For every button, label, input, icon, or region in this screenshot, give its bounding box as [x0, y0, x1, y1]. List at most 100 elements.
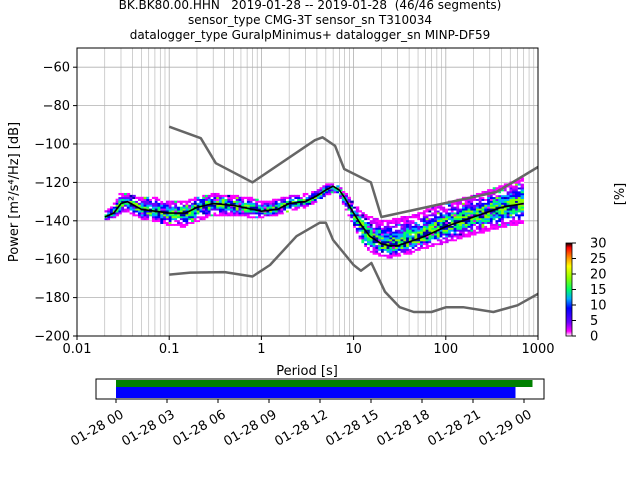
density-cell: [408, 233, 413, 236]
density-cell: [380, 254, 385, 257]
density-cell: [135, 202, 139, 205]
density-cell: [520, 196, 525, 200]
density-cell: [118, 200, 122, 203]
density-cell: [475, 192, 480, 196]
density-cell: [165, 204, 170, 207]
density-cell: [154, 202, 159, 205]
density-cell: [364, 216, 368, 219]
density-cell: [453, 231, 457, 234]
density-cell: [450, 225, 455, 228]
density-cell: [495, 202, 499, 205]
density-cell: [453, 233, 457, 236]
density-cell: [118, 196, 122, 200]
density-cell: [132, 208, 136, 211]
density-cell: [260, 204, 265, 207]
density-cell: [353, 217, 357, 221]
density-cell: [517, 208, 522, 211]
density-cell: [422, 225, 427, 228]
density-cell: [367, 237, 371, 240]
density-cell: [230, 194, 234, 198]
density-cell: [191, 217, 195, 221]
density-cell: [436, 216, 441, 219]
density-cell: [436, 208, 441, 211]
density-cell: [506, 208, 511, 211]
density-cell: [503, 189, 508, 192]
density-cell: [484, 214, 488, 217]
density-cell: [489, 212, 494, 215]
density-cell: [361, 219, 365, 223]
density-cell: [392, 221, 396, 224]
density-cell: [453, 227, 457, 230]
density-cell: [495, 187, 499, 190]
density-cell: [492, 194, 497, 198]
density-cell: [358, 237, 363, 240]
density-cell: [397, 250, 402, 253]
density-cell: [372, 229, 376, 232]
density-cell: [484, 204, 488, 207]
density-cell: [327, 192, 332, 196]
density-cell: [339, 192, 343, 196]
density-cell: [143, 214, 147, 217]
timeline-tick-label: 01-28 21: [425, 407, 483, 449]
density-cell: [361, 235, 365, 238]
density-cell: [121, 210, 125, 213]
density-cell: [255, 210, 259, 213]
density-cell: [341, 200, 346, 203]
density-cell: [364, 223, 368, 226]
density-cell: [104, 210, 108, 213]
density-cell: [408, 248, 413, 251]
density-cell: [512, 189, 516, 192]
density-cell: [386, 256, 390, 259]
density-cell: [216, 212, 220, 215]
density-cell: [375, 235, 379, 238]
density-cell: [364, 225, 368, 228]
density-cell: [255, 216, 259, 219]
density-cell: [202, 196, 206, 200]
y-tick-label: −180: [34, 291, 70, 306]
density-cell: [277, 204, 282, 207]
density-cell: [143, 216, 147, 219]
density-cell: [406, 223, 410, 226]
density-cell: [481, 200, 485, 203]
density-cell: [417, 229, 421, 232]
density-cell: [163, 210, 167, 213]
x-tick-label: 100: [433, 342, 458, 357]
density-cell: [456, 235, 460, 238]
density-cell: [489, 189, 494, 192]
density-cell: [171, 223, 175, 226]
density-cell: [517, 183, 522, 186]
timeline-tick-label: 01-28 00: [68, 407, 126, 449]
density-cell: [168, 206, 173, 209]
density-cell: [126, 210, 131, 213]
density-cell: [400, 216, 404, 219]
density-cell: [420, 214, 424, 217]
density-cell: [149, 216, 153, 219]
density-cell: [124, 198, 128, 201]
density-cell: [380, 231, 385, 234]
density-cell: [386, 254, 390, 257]
density-cell: [420, 216, 424, 219]
density-cell: [456, 225, 460, 228]
density-cell: [434, 210, 438, 213]
colorbar-tick-label: 20: [590, 268, 607, 283]
density-cell: [361, 233, 365, 236]
density-cell: [286, 198, 290, 201]
density-cell: [411, 250, 416, 253]
density-cell: [517, 219, 522, 223]
density-cell: [218, 208, 223, 211]
density-cell: [392, 242, 396, 246]
density-cell: [431, 239, 435, 242]
density-cell: [394, 225, 399, 228]
density-cell: [224, 196, 228, 200]
density-cell: [182, 206, 187, 209]
density-cell: [470, 198, 474, 201]
chart-title-line-2: sensor_type CMG-3T sensor_sn T310034: [187, 13, 433, 27]
density-cell: [378, 225, 382, 228]
density-cell: [244, 202, 248, 205]
density-cell: [179, 216, 184, 219]
x-tick-label: 1: [257, 342, 265, 357]
density-cell: [311, 198, 315, 201]
density-cell: [492, 212, 497, 215]
density-cell: [503, 196, 508, 200]
density-cell: [448, 204, 452, 207]
